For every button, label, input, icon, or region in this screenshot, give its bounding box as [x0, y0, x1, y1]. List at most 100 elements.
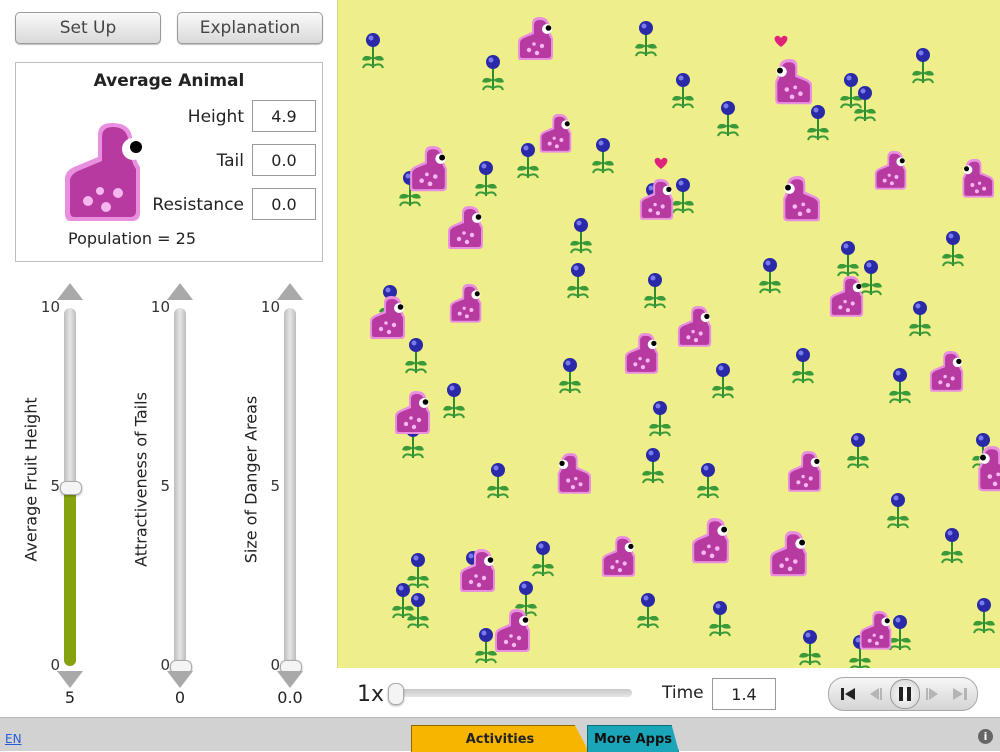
fruit-height-slider-label: Average Fruit Height — [21, 397, 41, 562]
blue-flower-icon — [759, 258, 781, 294]
blue-flower-icon — [912, 48, 934, 84]
blue-flower-icon — [860, 260, 882, 296]
blue-flower-icon — [712, 363, 734, 399]
resistance-value-box: 0.0 — [252, 188, 316, 220]
pink-creature-icon — [495, 609, 530, 652]
danger-areas-increase-arrow-icon[interactable] — [277, 283, 303, 300]
tail-attractiveness-increase-arrow-icon[interactable] — [167, 283, 193, 300]
tail-attractiveness-tick-max: 10 — [150, 298, 170, 316]
danger-areas-value: 0.0 — [277, 688, 303, 707]
average-animal-panel: Average Animal Height 4.9 Tail 0.0 Resis… — [15, 62, 323, 262]
rewind-to-start-button[interactable] — [835, 681, 861, 707]
blue-flower-icon — [642, 448, 664, 484]
pink-creature-icon — [410, 146, 447, 192]
resistance-label: Resistance — [152, 195, 244, 215]
pink-creature-icon — [962, 158, 994, 198]
heart-icon — [654, 157, 668, 169]
tab-activities[interactable]: Activities — [411, 725, 589, 752]
blue-flower-icon — [807, 105, 829, 141]
time-label: Time — [662, 683, 704, 703]
blue-flower-icon — [792, 348, 814, 384]
blue-flower-icon — [709, 601, 731, 637]
pause-button[interactable] — [890, 679, 920, 709]
pink-creature-icon — [639, 178, 674, 220]
fruit-height-slider: 10 5 0 Average Fruit Height 5 — [10, 280, 120, 710]
pink-creature-icon — [539, 113, 572, 153]
tail-attractiveness-slider-track[interactable] — [174, 308, 186, 666]
danger-areas-decrease-arrow-icon[interactable] — [277, 671, 303, 688]
average-animal-title: Average Animal — [93, 71, 245, 91]
setup-button[interactable]: Set Up — [15, 12, 161, 44]
tab-more-apps[interactable]: More Apps — [587, 725, 679, 752]
height-label: Height — [187, 107, 244, 127]
pink-creature-icon — [829, 275, 864, 317]
blue-flower-icon — [475, 161, 497, 197]
blue-flower-icon — [407, 593, 429, 629]
blue-flower-icon — [644, 273, 666, 309]
explanation-button[interactable]: Explanation — [177, 12, 323, 44]
blue-flower-icon — [532, 541, 554, 577]
blue-flower-icon — [973, 598, 995, 634]
info-icon[interactable]: i — [978, 729, 993, 744]
simulation-field[interactable] — [337, 0, 1000, 668]
pink-creature-icon — [557, 452, 591, 494]
blue-flower-icon — [909, 301, 931, 337]
blue-flower-icon — [635, 21, 657, 57]
pink-creature-icon — [929, 350, 964, 392]
heart-icon — [774, 35, 788, 47]
step-back-button[interactable] — [862, 681, 888, 707]
field-canvas — [362, 17, 1000, 668]
speed-slider-track[interactable] — [392, 689, 632, 697]
danger-areas-tick-min: 0 — [270, 656, 280, 674]
fruit-height-value: 5 — [64, 688, 76, 707]
pink-creature-icon — [978, 446, 1000, 492]
blue-flower-icon — [392, 583, 414, 619]
skip-to-end-icon — [953, 688, 967, 700]
pink-creature-icon — [783, 176, 820, 222]
blue-flower-icon — [487, 463, 509, 499]
step-back-icon — [870, 688, 882, 700]
language-link[interactable]: EN — [5, 732, 22, 746]
blue-flower-icon — [717, 101, 739, 137]
blue-flower-icon — [799, 630, 821, 666]
blue-flower-icon — [475, 628, 497, 664]
tail-attractiveness-value: 0 — [174, 688, 186, 707]
danger-areas-slider-track[interactable] — [284, 308, 296, 666]
pink-creature-icon — [395, 391, 430, 434]
tail-attractiveness-decrease-arrow-icon[interactable] — [167, 671, 193, 688]
time-value-box: 1.4 — [712, 678, 776, 710]
blue-flower-icon — [672, 178, 694, 214]
blue-flower-icon — [672, 73, 694, 109]
height-value-box: 4.9 — [252, 100, 316, 132]
blue-flower-icon — [854, 86, 876, 122]
pink-creature-icon — [624, 332, 659, 374]
blue-flower-icon — [407, 553, 429, 589]
tail-label: Tail — [216, 151, 244, 171]
fruit-height-increase-arrow-icon[interactable] — [57, 283, 83, 300]
fruit-height-slider-thumb[interactable] — [60, 481, 82, 495]
blue-flower-icon — [567, 263, 589, 299]
pink-creature-icon — [448, 206, 483, 249]
danger-areas-tick-max: 10 — [260, 298, 280, 316]
tail-attractiveness-tick-min: 0 — [160, 656, 170, 674]
blue-flower-icon — [837, 241, 859, 277]
blue-flower-icon — [889, 368, 911, 404]
step-forward-button[interactable] — [920, 681, 946, 707]
step-forward-icon — [926, 688, 938, 700]
pink-creature-icon — [859, 610, 892, 650]
pink-creature-icon — [692, 518, 729, 564]
speed-slider-thumb[interactable] — [388, 683, 404, 705]
blue-flower-icon — [942, 231, 964, 267]
pink-creature-icon — [370, 296, 405, 339]
tail-value-box: 0.0 — [252, 144, 316, 176]
skip-to-end-button[interactable] — [947, 681, 973, 707]
blue-flower-icon — [515, 581, 537, 617]
blue-flower-icon — [887, 493, 909, 529]
blue-flower-icon — [941, 528, 963, 564]
fruit-height-decrease-arrow-icon[interactable] — [57, 671, 83, 688]
pink-creature-icon — [787, 450, 822, 492]
pink-creature-icon — [874, 150, 907, 190]
pink-creature-icon — [449, 283, 482, 323]
population-count: Population = 25 — [68, 229, 196, 248]
pause-icon — [899, 687, 911, 701]
